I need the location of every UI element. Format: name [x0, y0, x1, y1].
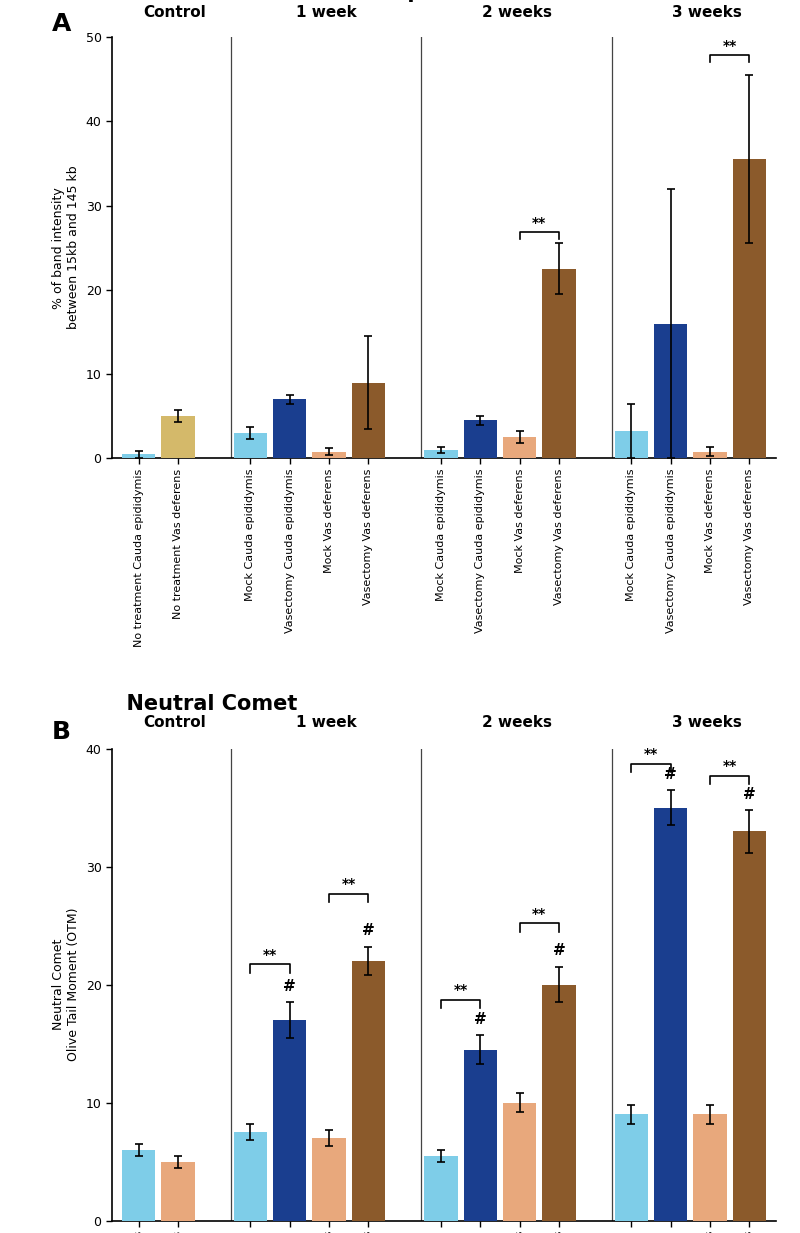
Bar — [503, 1102, 536, 1221]
Text: 3 weeks: 3 weeks — [672, 715, 742, 730]
Text: 2 weeks: 2 weeks — [482, 5, 551, 20]
Bar — [273, 1020, 306, 1221]
Text: **: ** — [532, 216, 546, 229]
Bar — [273, 399, 306, 459]
Bar — [654, 323, 687, 459]
Text: #: # — [474, 1012, 486, 1027]
Text: 3 weeks: 3 weeks — [672, 5, 742, 20]
Text: #: # — [283, 979, 296, 994]
Bar — [234, 1132, 267, 1221]
Bar — [615, 432, 648, 459]
Bar — [424, 1155, 458, 1221]
Text: **: ** — [644, 747, 658, 762]
Bar — [654, 808, 687, 1221]
Bar — [542, 269, 575, 459]
Bar — [234, 433, 267, 459]
Bar — [733, 159, 766, 459]
Bar — [162, 1161, 194, 1221]
Bar — [733, 831, 766, 1221]
Text: Neutral Comet: Neutral Comet — [112, 694, 298, 714]
Bar — [122, 454, 155, 459]
Bar — [424, 450, 458, 459]
Bar — [313, 451, 346, 459]
Text: **: ** — [722, 38, 737, 53]
Text: 2 weeks: 2 weeks — [482, 715, 551, 730]
Bar — [162, 417, 194, 459]
Text: #: # — [553, 943, 566, 958]
Bar — [694, 451, 726, 459]
Bar — [313, 1138, 346, 1221]
Bar — [464, 1049, 497, 1221]
Y-axis label: % of band intensity
between 15kb and 145 kb: % of band intensity between 15kb and 145… — [52, 166, 80, 329]
Bar — [352, 382, 385, 459]
Bar — [464, 420, 497, 459]
Text: A: A — [52, 11, 72, 36]
Text: Control: Control — [143, 5, 206, 20]
Bar — [352, 961, 385, 1221]
Text: B: B — [52, 720, 71, 745]
Text: Pulsed-Field Gel Electrophoresis: Pulsed-Field Gel Electrophoresis — [112, 0, 508, 2]
Text: 1 week: 1 week — [296, 715, 357, 730]
Text: Control: Control — [143, 715, 206, 730]
Bar — [615, 1115, 648, 1221]
Text: #: # — [362, 924, 374, 938]
Text: #: # — [665, 767, 677, 782]
Text: 1 week: 1 week — [296, 5, 357, 20]
Bar — [542, 985, 575, 1221]
Text: **: ** — [454, 984, 468, 997]
Bar — [503, 438, 536, 459]
Text: **: ** — [342, 877, 356, 891]
Text: #: # — [743, 787, 756, 801]
Text: **: ** — [722, 760, 737, 773]
Bar — [694, 1115, 726, 1221]
Text: **: ** — [532, 906, 546, 921]
Bar — [122, 1150, 155, 1221]
Text: **: ** — [263, 948, 278, 962]
Y-axis label: Neutral Comet
Olive Tail Moment (OTM): Neutral Comet Olive Tail Moment (OTM) — [52, 907, 80, 1062]
